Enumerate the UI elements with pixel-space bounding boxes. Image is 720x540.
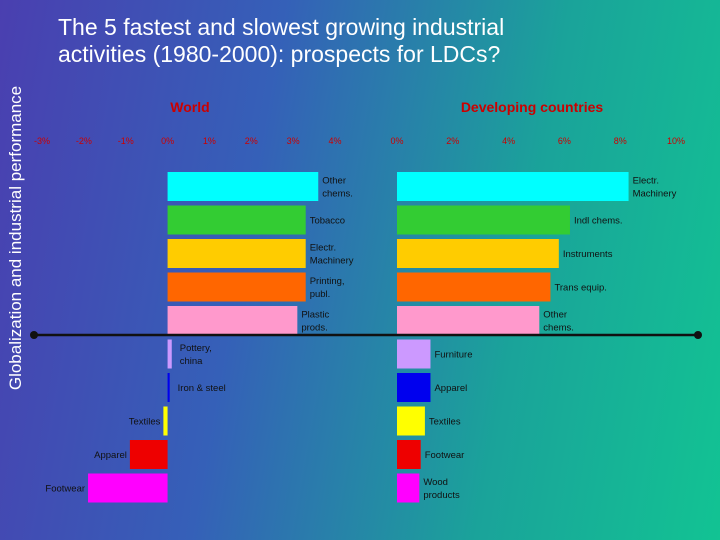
world-bar-label: Other chems. [322,176,353,200]
dev-tick-label: 8% [614,136,627,146]
world-bar [167,239,306,268]
world-bar-label: Footwear [45,484,85,495]
world-bar [88,473,168,503]
developing-countries-chart: Developing countries 0% 2% 4% 6% 8% 10% Electr.… [390,99,685,503]
world-tick-label: -1% [118,136,134,146]
dev-tick-label: 0% [390,136,403,146]
dev-bar [397,406,425,436]
world-tick-label: 3% [287,136,300,146]
dev-bar-label: Electr. Machinery [633,176,677,200]
world-bar [167,373,170,402]
dev-bar [397,473,420,503]
world-tick-label: -2% [76,136,92,146]
dev-bar-label: Textiles [429,417,461,428]
dev-bar-label: Footwear [425,450,465,461]
dev-bar-label: Wood products [423,477,460,501]
world-bar [167,172,319,201]
world-tick-label: 4% [328,136,341,146]
dev-tick-label: 6% [558,136,571,146]
world-bar-label: Iron & steel [178,383,226,394]
world-bar-label: Pottery, china [180,343,212,367]
divider-line [30,331,702,339]
dev-bar [397,306,540,335]
world-bar [167,205,306,235]
world-chart-title: World [170,99,209,115]
world-bar [167,339,172,369]
main-title-line-2: activities (1980-2000): prospects for LD… [58,41,501,67]
main-title-line-1: The 5 fastest and slowest growing indust… [58,14,505,40]
dev-bar-label: Other chems. [543,310,574,334]
world-tick-label: -3% [34,136,50,146]
dev-bar-label: Instruments [563,249,613,260]
world-chart: World -3% -2% -1% 0% 1% 2% 3% 4% Other chems. Tobac… [34,99,354,503]
dev-bar [397,373,431,402]
dev-bar [397,339,431,369]
dev-bar-label: Trans equip. [554,283,606,294]
dev-bar [397,205,570,235]
world-bar-label: Electr. Machinery [310,243,354,267]
dev-bar-label: Furniture [434,350,472,361]
dev-bar-label: Apparel [434,383,467,394]
world-tick-label: 0% [161,136,174,146]
world-tick-label: 2% [245,136,258,146]
world-bar-label: Printing, publ. [310,276,345,300]
dev-bar [397,272,551,302]
world-bar [129,440,168,469]
main-title: The 5 fastest and slowest growing indust… [58,14,698,68]
world-bar [167,272,306,302]
dev-bar [397,239,559,268]
dev-bar [397,440,421,469]
world-bar-label: Textiles [129,417,161,428]
dev-bar-label: Indl chems. [574,216,623,227]
world-tick-label: 1% [203,136,216,146]
dev-bar [397,172,629,201]
world-bar-label: Plastic prods. [301,310,329,334]
dev-tick-label: 2% [446,136,459,146]
world-bar-label: Tobacco [310,216,345,227]
world-bar [167,306,298,335]
divider-dot-left [30,331,38,339]
dev-tick-label: 10% [667,136,685,146]
dev-chart-title: Developing countries [461,99,604,115]
world-bar-label: Apparel [94,450,127,461]
world-bar [163,406,168,436]
dev-tick-label: 4% [502,136,515,146]
divider-dot-right [694,331,702,339]
